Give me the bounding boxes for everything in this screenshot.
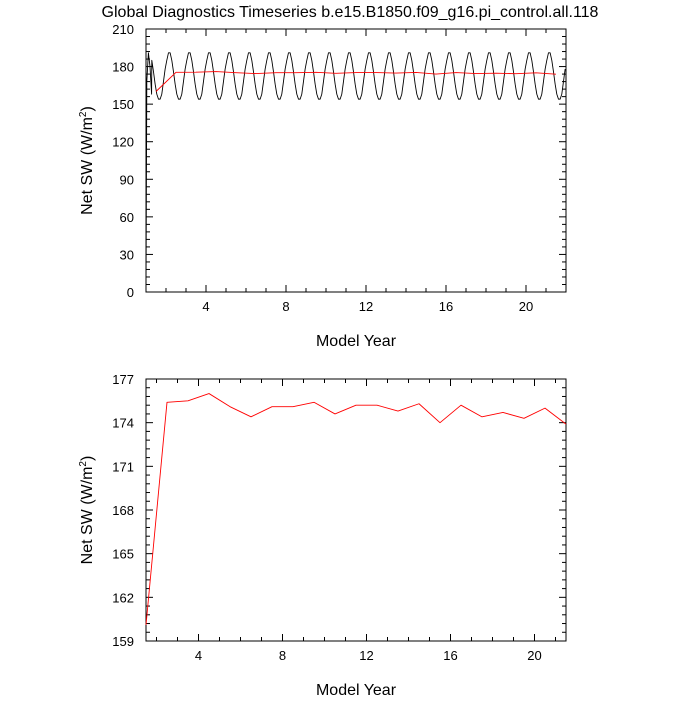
- y-tick-label: 90: [120, 172, 134, 187]
- x-tick-label: 12: [359, 648, 373, 663]
- top-panel: 4 8 12 16 20 0 30 60 90 120 150 180 210 Model Year Net…: [78, 22, 567, 350]
- y-tick-label: 60: [120, 210, 134, 225]
- y-axis-label: Net SW (W/m2): [78, 106, 96, 215]
- y-tick-label: 168: [112, 503, 134, 518]
- y-tick-label: 0: [127, 285, 134, 300]
- annual-mean-series-line: [145, 393, 567, 626]
- x-tick-label: 16: [439, 299, 453, 314]
- monthly-series-line: [145, 52, 566, 293]
- chart-title: Global Diagnostics Timeseries b.e15.B185…: [102, 4, 599, 21]
- y-tick-label: 120: [112, 135, 134, 150]
- plot-frame: [145, 28, 567, 293]
- x-axis-label: Model Year: [316, 333, 397, 350]
- x-tick-label: 20: [519, 299, 533, 314]
- x-tick-label: 4: [195, 648, 202, 663]
- x-tick-label: 12: [359, 299, 373, 314]
- y-tick-label: 180: [112, 60, 134, 75]
- y-tick-label: 159: [112, 634, 134, 649]
- y-tick-label: 171: [112, 459, 134, 474]
- y-tick-label: 165: [112, 547, 134, 562]
- bottom-panel: 4 8 12 16 20 159 162 165 168 171 174 177 Model Year N…: [78, 372, 567, 699]
- x-tick-label: 8: [282, 299, 289, 314]
- y-axis-label: Net SW (W/m2): [78, 456, 96, 565]
- y-tick-label: 162: [112, 590, 134, 605]
- y-tick-label: 174: [112, 416, 134, 431]
- annual-mean-series-line: [155, 71, 557, 92]
- x-tick-label: 20: [527, 648, 541, 663]
- y-tick-label: 177: [112, 372, 134, 387]
- y-tick-label: 210: [112, 22, 134, 37]
- x-tick-label: 8: [279, 648, 286, 663]
- x-tick-label: 4: [202, 299, 209, 314]
- y-tick-label: 30: [120, 247, 134, 262]
- plot-frame: [145, 378, 567, 642]
- y-tick-label: 150: [112, 97, 134, 112]
- x-axis-label: Model Year: [316, 682, 397, 699]
- x-tick-label: 16: [443, 648, 457, 663]
